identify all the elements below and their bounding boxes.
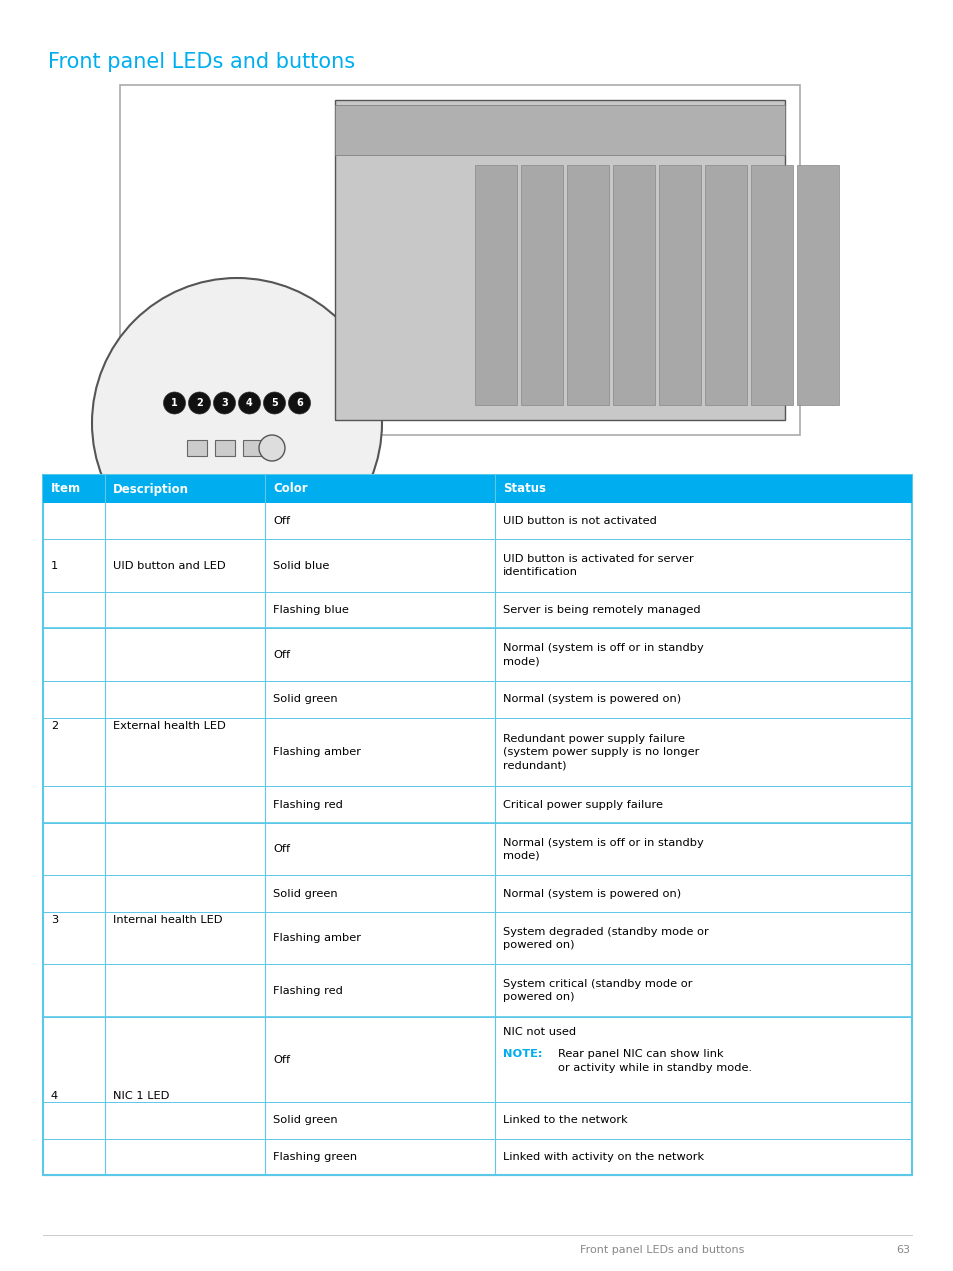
FancyBboxPatch shape (704, 165, 746, 405)
Text: Off: Off (273, 1055, 290, 1065)
Text: 3: 3 (51, 915, 58, 925)
Text: Front panel LEDs and buttons: Front panel LEDs and buttons (48, 52, 355, 72)
FancyBboxPatch shape (120, 85, 800, 435)
Text: Color: Color (273, 483, 307, 496)
Text: UID button and LED: UID button and LED (112, 561, 226, 571)
Text: Description: Description (112, 483, 189, 496)
Text: Flashing blue: Flashing blue (273, 605, 349, 615)
Text: 4: 4 (246, 398, 253, 408)
FancyBboxPatch shape (520, 165, 562, 405)
Text: Flashing red: Flashing red (273, 799, 342, 810)
Text: 2: 2 (51, 721, 58, 731)
Text: Server is being remotely managed: Server is being remotely managed (502, 605, 700, 615)
Text: or activity while in standby mode.: or activity while in standby mode. (558, 1063, 751, 1073)
Text: Internal health LED: Internal health LED (112, 915, 222, 925)
Text: Status: Status (502, 483, 545, 496)
Text: Normal (system is powered on): Normal (system is powered on) (502, 694, 680, 704)
Text: External health LED: External health LED (112, 721, 226, 731)
Text: 5: 5 (271, 398, 277, 408)
Text: Item: Item (51, 483, 81, 496)
FancyBboxPatch shape (659, 165, 700, 405)
Text: NOTE:: NOTE: (502, 1049, 542, 1059)
Text: Normal (system is powered on): Normal (system is powered on) (502, 888, 680, 899)
Text: Critical power supply failure: Critical power supply failure (502, 799, 662, 810)
Text: 63: 63 (895, 1246, 909, 1254)
Text: Solid green: Solid green (273, 888, 337, 899)
Circle shape (189, 391, 211, 414)
Text: Linked to the network: Linked to the network (502, 1116, 627, 1125)
FancyBboxPatch shape (43, 475, 911, 503)
Text: 1: 1 (171, 398, 177, 408)
Text: Normal (system is off or in standby
mode): Normal (system is off or in standby mode… (502, 838, 703, 860)
Text: System critical (standby mode or
powered on): System critical (standby mode or powered… (502, 979, 692, 1003)
Circle shape (238, 391, 260, 414)
Text: Flashing red: Flashing red (273, 986, 342, 995)
Text: Off: Off (273, 844, 290, 854)
Circle shape (263, 391, 285, 414)
Text: Off: Off (273, 516, 290, 526)
Text: Off: Off (273, 649, 290, 660)
Circle shape (213, 391, 235, 414)
Text: System degraded (standby mode or
powered on): System degraded (standby mode or powered… (502, 927, 708, 949)
Text: UID button is activated for server
identification: UID button is activated for server ident… (502, 554, 693, 577)
FancyBboxPatch shape (750, 165, 792, 405)
Text: Flashing amber: Flashing amber (273, 933, 360, 943)
Text: Solid green: Solid green (273, 1116, 337, 1125)
Circle shape (91, 278, 381, 568)
Circle shape (163, 391, 185, 414)
Text: 2: 2 (196, 398, 203, 408)
Text: Rear panel NIC can show link: Rear panel NIC can show link (558, 1049, 723, 1059)
Text: Redundant power supply failure
(system power supply is no longer
redundant): Redundant power supply failure (system p… (502, 733, 699, 770)
FancyBboxPatch shape (187, 440, 207, 456)
FancyBboxPatch shape (243, 440, 263, 456)
Text: Linked with activity on the network: Linked with activity on the network (502, 1152, 703, 1162)
Text: 4: 4 (51, 1091, 58, 1101)
Text: Solid blue: Solid blue (273, 561, 329, 571)
FancyBboxPatch shape (43, 475, 911, 1174)
Text: Solid green: Solid green (273, 694, 337, 704)
Text: Normal (system is off or in standby
mode): Normal (system is off or in standby mode… (502, 643, 703, 666)
Circle shape (258, 435, 285, 461)
FancyBboxPatch shape (214, 440, 234, 456)
FancyBboxPatch shape (335, 105, 784, 155)
Text: NIC 1 LED: NIC 1 LED (112, 1091, 170, 1101)
FancyBboxPatch shape (335, 100, 784, 419)
Text: NIC not used: NIC not used (502, 1027, 576, 1037)
FancyBboxPatch shape (613, 165, 655, 405)
Text: 3: 3 (221, 398, 228, 408)
Text: 6: 6 (295, 398, 302, 408)
FancyBboxPatch shape (566, 165, 608, 405)
Text: UID button is not activated: UID button is not activated (502, 516, 657, 526)
FancyBboxPatch shape (796, 165, 838, 405)
Text: Flashing green: Flashing green (273, 1152, 356, 1162)
Circle shape (288, 391, 310, 414)
FancyBboxPatch shape (475, 165, 517, 405)
Text: 1: 1 (51, 561, 58, 571)
Text: Front panel LEDs and buttons: Front panel LEDs and buttons (579, 1246, 743, 1254)
Text: Flashing amber: Flashing amber (273, 747, 360, 758)
